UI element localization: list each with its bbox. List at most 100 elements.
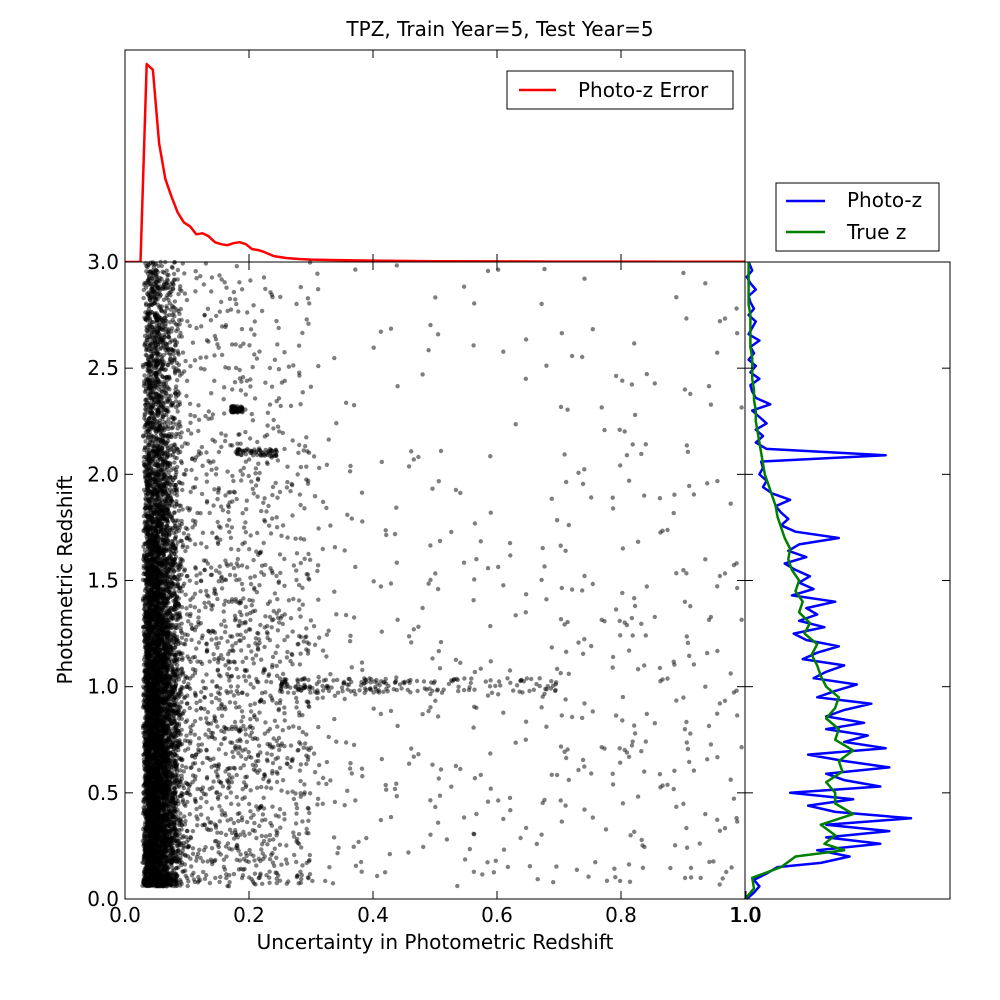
scatter-point <box>151 789 156 794</box>
scatter-point <box>300 713 305 718</box>
scatter-point <box>255 785 260 790</box>
scatter-point <box>264 679 269 684</box>
scatter-point <box>682 875 688 881</box>
scatter-point <box>384 787 389 792</box>
scatter-point <box>286 725 292 730</box>
scatter-point <box>411 754 416 759</box>
scatter-point <box>214 763 219 768</box>
scatter-point <box>228 684 234 689</box>
scatter-point <box>166 752 171 758</box>
scatter-point <box>284 843 289 848</box>
scatter-point <box>299 872 304 878</box>
scatter-point <box>147 852 153 857</box>
scatter-point <box>165 783 170 789</box>
scatter-point <box>286 879 291 884</box>
scatter-point <box>247 725 252 730</box>
scatter-point <box>196 742 201 748</box>
scatter-point <box>234 857 239 862</box>
scatter-point <box>178 879 183 884</box>
scatter-point <box>209 700 215 705</box>
scatter-point <box>688 875 694 880</box>
scatter-point <box>320 648 326 653</box>
scatter-point <box>248 788 253 793</box>
scatter-point <box>194 814 199 819</box>
scatter-point <box>267 880 272 885</box>
scatter-point <box>194 708 199 713</box>
scatter-point <box>324 781 329 787</box>
scatter-point <box>566 671 571 676</box>
scatter-point <box>324 654 329 659</box>
scatter-point <box>148 825 153 830</box>
scatter-point <box>599 745 604 750</box>
scatter-point <box>192 690 198 696</box>
scatter-point <box>180 848 185 853</box>
scatter-point <box>224 689 229 694</box>
scatter-point <box>349 771 354 776</box>
scatter-point <box>610 654 616 660</box>
scatter-point <box>165 764 170 769</box>
scatter-point <box>299 876 304 882</box>
scatter-point <box>435 820 441 825</box>
scatter-point <box>227 827 233 832</box>
scatter-point <box>298 762 304 767</box>
scatter-point <box>229 801 234 806</box>
scatter-point <box>179 773 184 778</box>
scatter-point <box>681 695 686 700</box>
scatter-point <box>218 874 223 880</box>
scatter-point <box>173 753 178 758</box>
scatter-point <box>161 809 166 814</box>
scatter-point <box>622 747 627 753</box>
scatter-point <box>227 846 232 851</box>
scatter-point <box>187 812 192 817</box>
scatter-point <box>717 828 723 833</box>
scatter-point <box>539 705 544 710</box>
scatter-point <box>263 817 268 822</box>
scatter-point <box>204 775 210 780</box>
scatter-point <box>665 676 670 681</box>
scatter-point <box>269 823 275 828</box>
scatter-point <box>294 874 300 880</box>
scatter-point <box>168 790 174 795</box>
scatter-point <box>248 717 253 722</box>
scatter-point <box>144 789 150 795</box>
scatter-point <box>165 774 171 780</box>
scatter-point <box>518 835 523 841</box>
scatter-point <box>582 764 587 769</box>
scatter-point <box>379 756 384 762</box>
scatter-point <box>316 674 321 680</box>
scatter-point <box>151 819 157 824</box>
scatter-point <box>326 734 331 740</box>
scatter-point <box>691 768 697 773</box>
scatter-point <box>259 657 264 662</box>
scatter-point <box>356 839 361 845</box>
scatter-point <box>204 672 209 677</box>
scatter-point <box>298 791 303 796</box>
scatter-point <box>336 845 341 850</box>
scatter-point <box>199 796 204 801</box>
scatter-point <box>296 725 302 731</box>
scatter-point <box>259 784 264 790</box>
scatter-point <box>274 855 279 860</box>
scatter-point <box>315 802 320 807</box>
scatter-point <box>202 822 207 827</box>
scatter-point <box>290 789 295 794</box>
scatter-point <box>644 711 649 717</box>
scatter-point <box>277 747 282 753</box>
scatter-point <box>239 818 245 823</box>
scatter-point <box>252 871 258 876</box>
scatter-point <box>223 751 228 757</box>
scatter-point <box>394 794 399 799</box>
scatter-point <box>209 820 214 825</box>
scatter-point <box>207 786 212 792</box>
scatter-point <box>175 795 180 800</box>
scatter-point <box>471 725 476 730</box>
scatter-point <box>283 857 289 862</box>
scatter-point <box>241 763 246 768</box>
scatter-point <box>684 740 689 745</box>
scatter-point <box>554 772 560 778</box>
scatter-point <box>164 709 170 714</box>
scatter-point <box>158 710 164 716</box>
scatter-point <box>282 705 287 710</box>
scatter-point <box>163 801 169 806</box>
scatter-point <box>722 698 728 703</box>
